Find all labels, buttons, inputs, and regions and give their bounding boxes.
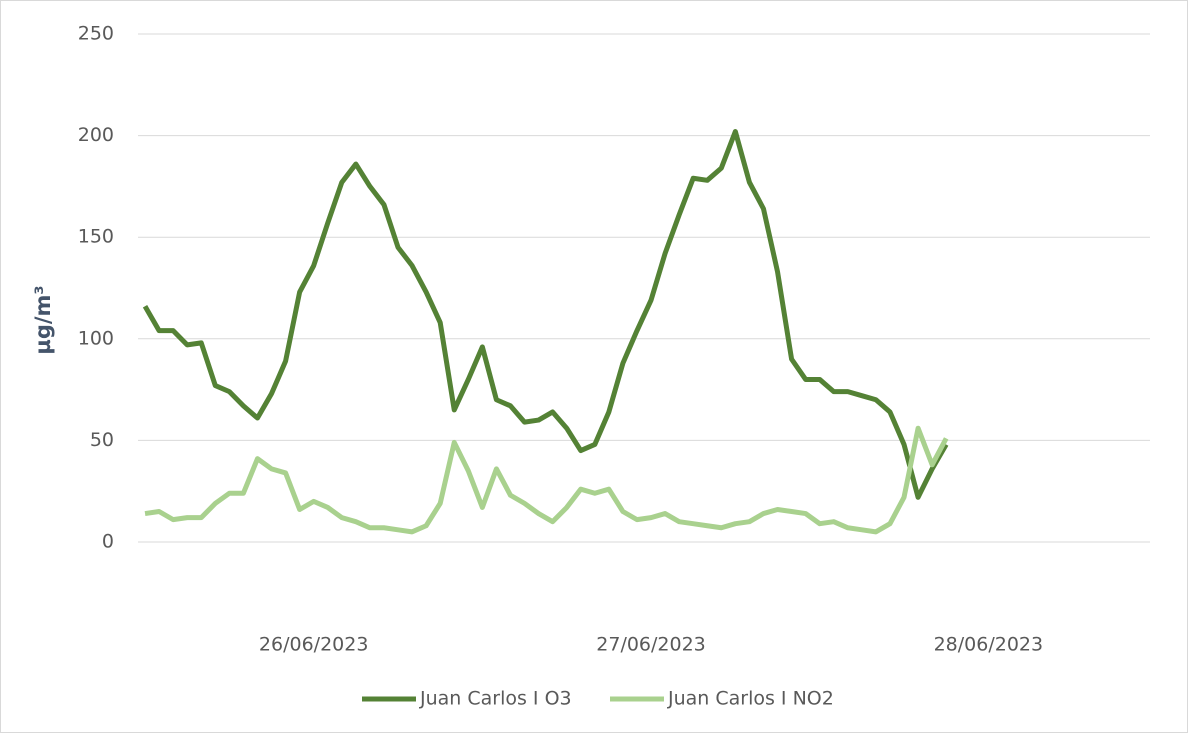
y-tick-label: 50 (90, 429, 114, 451)
x-tick-label: 28/06/2023 (934, 634, 1044, 656)
line-series (144, 425, 949, 535)
y-axis-label: µg/m³ (31, 285, 55, 354)
legend-label: Juan Carlos I O3 (419, 688, 572, 710)
x-tick-label: 27/06/2023 (596, 634, 706, 656)
y-tick-label: 150 (78, 226, 114, 248)
legend-label: Juan Carlos I NO2 (667, 688, 834, 710)
line-series (142, 129, 949, 500)
y-tick-label: 100 (78, 327, 114, 349)
y-tick-label: 250 (78, 23, 114, 45)
y-tick-label: 0 (102, 531, 114, 553)
y-tick-label: 200 (78, 124, 114, 146)
x-tick-label: 26/06/2023 (259, 634, 369, 656)
